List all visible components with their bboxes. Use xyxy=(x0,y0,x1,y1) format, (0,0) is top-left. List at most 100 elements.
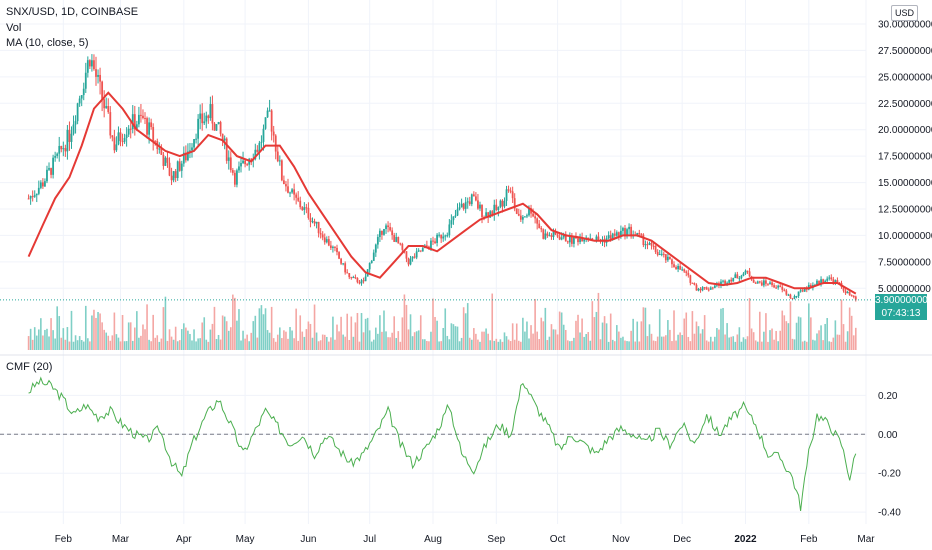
candle-body xyxy=(154,140,157,142)
volume-bar xyxy=(252,321,255,350)
volume-bar xyxy=(550,324,553,350)
volume-bar xyxy=(630,330,632,350)
volume-bar xyxy=(752,332,755,350)
candle-body xyxy=(536,218,539,224)
cmf-tick-label: 0.00 xyxy=(878,430,898,441)
volume-bar xyxy=(31,339,34,350)
volume-bar xyxy=(515,323,518,350)
candle-body xyxy=(677,265,679,270)
candle-body xyxy=(581,237,583,242)
volume-bar xyxy=(66,327,69,350)
candle-body xyxy=(505,189,508,201)
bar-countdown-label: 07:43:13 xyxy=(875,306,927,320)
cmf-axis[interactable]: 0.20 0.00 -0.20 -0.40 xyxy=(878,391,901,519)
candle-body xyxy=(283,180,285,185)
volume-bar xyxy=(297,340,299,350)
volume-bar xyxy=(91,315,93,350)
candle-body xyxy=(225,138,228,161)
candle-body xyxy=(444,235,447,237)
candle-body xyxy=(301,207,304,210)
volume-bar xyxy=(587,332,590,350)
candle-body xyxy=(399,243,402,245)
volume-bar xyxy=(605,323,608,350)
volume-bar xyxy=(595,311,598,350)
candle-body xyxy=(211,104,214,124)
volume-bar xyxy=(660,336,663,350)
volume-bar xyxy=(428,341,430,350)
price-tick-label: 17.50000000 xyxy=(878,152,932,163)
symbol-legend[interactable]: SNX/USD, 1D, COINBASE xyxy=(6,6,139,18)
candle-body xyxy=(742,273,745,276)
candle-body xyxy=(176,161,179,179)
candle-body xyxy=(278,160,281,162)
candle-body xyxy=(669,256,671,260)
volume-bar xyxy=(593,317,596,350)
volume-bar xyxy=(609,313,612,350)
candle-body xyxy=(197,118,200,139)
candle-body xyxy=(54,155,57,158)
volume-bar xyxy=(673,310,675,350)
volume-bar xyxy=(820,325,822,350)
volume-bar xyxy=(636,321,639,350)
candle-body xyxy=(487,212,490,218)
volume-bar xyxy=(242,330,244,350)
candle-body xyxy=(82,88,85,96)
candle-body xyxy=(528,208,530,216)
volume-bar xyxy=(824,323,826,350)
volume-bar xyxy=(426,340,428,350)
candle-body xyxy=(534,216,537,219)
cmf-legend[interactable]: CMF (20) xyxy=(6,361,53,373)
volume-bar xyxy=(42,335,44,350)
ma-legend[interactable]: MA (10, close, 5) xyxy=(6,37,89,49)
volume-bar xyxy=(80,340,83,350)
volume-bar xyxy=(266,330,269,350)
volume-bar xyxy=(803,340,806,350)
candle-body xyxy=(722,280,724,282)
volume-bar xyxy=(701,329,704,350)
candle-body xyxy=(434,241,436,243)
candle-body xyxy=(189,150,191,152)
volume-bar xyxy=(229,327,232,350)
volume-bar xyxy=(683,318,686,350)
time-axis[interactable]: Feb Mar Apr May Jun Jul Aug Sep Oct Nov Dec 2022 Feb… xyxy=(55,534,876,545)
candle-body xyxy=(624,228,626,237)
candle-body xyxy=(50,168,52,175)
candle-body xyxy=(777,285,780,288)
price-tick-label: 7.50000000 xyxy=(878,257,931,268)
candle-body xyxy=(401,244,404,250)
candle-body xyxy=(724,280,726,284)
volume-bar xyxy=(166,340,169,350)
volume-bar xyxy=(250,332,253,350)
volume-bar xyxy=(791,338,794,350)
volume-bar xyxy=(115,334,118,350)
volume-bar xyxy=(330,337,332,350)
candle-body xyxy=(383,228,385,235)
candle-body xyxy=(127,128,130,135)
time-tick-label: Jun xyxy=(300,534,316,545)
volume-bar xyxy=(552,329,555,350)
candle-body xyxy=(521,216,524,220)
volume-bar xyxy=(207,341,210,350)
candle-body xyxy=(360,280,363,284)
volume-bar xyxy=(513,339,516,350)
candle-body xyxy=(78,98,81,104)
price-axis[interactable]: 30.00000000 27.50000000 25.00000000 22.5000… xyxy=(878,20,932,295)
volume-bar xyxy=(840,299,843,350)
candle-body xyxy=(191,147,193,151)
currency-badge[interactable]: USD xyxy=(891,5,918,21)
volume-bar xyxy=(507,339,510,350)
candle-body xyxy=(438,234,441,236)
candle-body xyxy=(740,275,743,279)
candle-body xyxy=(503,200,506,207)
candle-body xyxy=(636,232,639,235)
candle-body xyxy=(689,275,692,283)
volume-bar xyxy=(438,341,440,350)
candle-body xyxy=(854,296,857,300)
volume-bar xyxy=(113,312,116,350)
volume-legend[interactable]: Vol xyxy=(6,22,22,34)
candle-body xyxy=(611,233,614,240)
volume-bar xyxy=(669,329,671,350)
volume-bar xyxy=(168,329,171,350)
candle-body xyxy=(129,128,132,130)
